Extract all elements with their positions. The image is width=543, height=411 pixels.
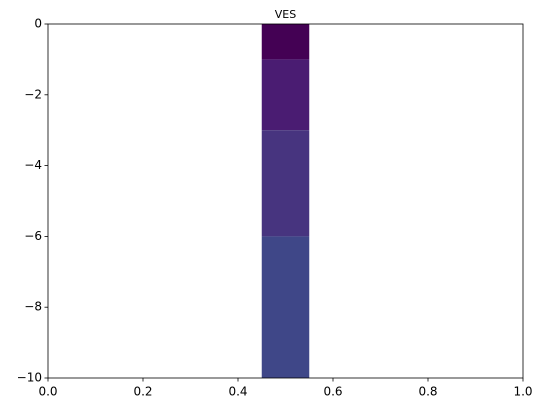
y-tick-label: −10	[17, 371, 42, 385]
chart-title: VES	[275, 8, 296, 21]
layer	[261, 24, 310, 60]
axes-frame	[47, 23, 524, 379]
x-tick-label: 0.6	[323, 385, 342, 399]
x-tick-label: 0.8	[418, 385, 437, 399]
y-tick-label: −6	[24, 229, 42, 243]
y-tick-label: −8	[24, 300, 42, 314]
y-tick-label: 0	[34, 17, 42, 31]
layer	[261, 130, 310, 237]
x-tick-label: 0.2	[133, 385, 152, 399]
layer	[261, 236, 310, 378]
y-tick-label: −4	[24, 158, 42, 172]
x-tick-label: 0.4	[228, 385, 247, 399]
x-tick-label: 1.0	[513, 385, 532, 399]
x-tick-label: 0.0	[38, 385, 57, 399]
layer	[261, 59, 310, 131]
y-tick-label: −2	[24, 87, 42, 101]
